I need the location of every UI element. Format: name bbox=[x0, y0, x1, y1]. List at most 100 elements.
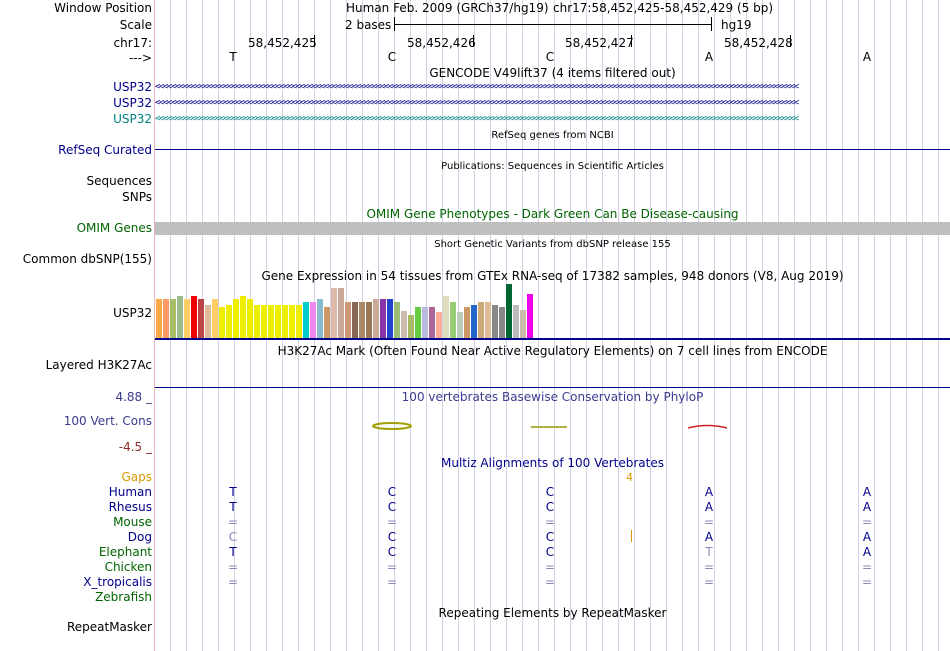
gaps-label[interactable]: Gaps bbox=[121, 470, 152, 484]
gtex-tissue-bar[interactable] bbox=[401, 311, 407, 338]
gtex-tissue-bar[interactable] bbox=[394, 302, 400, 338]
refseq-label[interactable]: RefSeq Curated bbox=[58, 143, 152, 157]
gap-count[interactable]: 4 bbox=[626, 471, 633, 484]
gtex-tissue-bar[interactable] bbox=[268, 305, 274, 338]
gtex-tissue-bar[interactable] bbox=[289, 305, 295, 338]
gencode-label-3[interactable]: USP32 bbox=[113, 112, 152, 126]
gtex-tissue-bar[interactable] bbox=[366, 302, 372, 338]
coord-tick-4 bbox=[790, 35, 791, 47]
alignment-base: C bbox=[228, 530, 238, 544]
gtex-tissue-bar[interactable] bbox=[415, 307, 421, 338]
gtex-tissue-bar[interactable] bbox=[282, 305, 288, 338]
gtex-tissue-bar[interactable] bbox=[387, 299, 393, 338]
gencode-gene-3[interactable]: <<<<<<<<<<<<<<<<<<<<<<<<<<<<<<<<<<<<<<<<… bbox=[155, 114, 799, 124]
assembly-short: hg19 bbox=[721, 18, 752, 32]
phylop-label[interactable]: 100 Vert. Cons bbox=[63, 414, 152, 428]
gtex-tissue-bar[interactable] bbox=[184, 299, 190, 338]
gtex-tissue-bar[interactable] bbox=[373, 299, 379, 338]
gtex-tissue-bar[interactable] bbox=[464, 307, 470, 338]
gtex-label[interactable]: USP32 bbox=[113, 306, 152, 320]
gencode-label-2[interactable]: USP32 bbox=[113, 96, 152, 110]
gtex-tissue-bar[interactable] bbox=[331, 288, 337, 338]
gtex-tissue-bar[interactable] bbox=[296, 305, 302, 338]
alignment-base: = bbox=[544, 515, 556, 529]
gtex-tissue-bar[interactable] bbox=[478, 302, 484, 338]
gtex-tissue-bar[interactable] bbox=[233, 299, 239, 338]
gtex-tissue-bar[interactable] bbox=[352, 302, 358, 338]
gtex-tissue-bar[interactable] bbox=[191, 296, 197, 338]
dbsnp-label[interactable]: Common dbSNP(155) bbox=[22, 252, 152, 266]
h3k27ac-label[interactable]: Layered H3K27Ac bbox=[45, 358, 152, 372]
gencode-label-1[interactable]: USP32 bbox=[113, 80, 152, 94]
gtex-tissue-bar[interactable] bbox=[324, 307, 330, 338]
gtex-tissue-bar[interactable] bbox=[436, 312, 442, 338]
gtex-tissue-bar[interactable] bbox=[198, 299, 204, 338]
gtex-tissue-bar[interactable] bbox=[520, 310, 526, 338]
gtex-tissue-bar[interactable] bbox=[310, 302, 316, 338]
species-label-rhesus[interactable]: Rhesus bbox=[108, 500, 152, 514]
track-labels: Window Position Scale chr17: ---> USP32 … bbox=[0, 0, 154, 651]
gtex-tissue-bar[interactable] bbox=[457, 312, 463, 338]
species-label-dog[interactable]: Dog bbox=[127, 530, 152, 544]
gtex-tissue-bar[interactable] bbox=[226, 305, 232, 338]
alignment-base: C bbox=[545, 500, 555, 514]
species-label-human[interactable]: Human bbox=[108, 485, 152, 499]
gtex-tissue-bar[interactable] bbox=[170, 299, 176, 338]
species-label-zebrafish[interactable]: Zebrafish bbox=[95, 590, 152, 604]
species-label-mouse[interactable]: Mouse bbox=[113, 515, 152, 529]
multiz-title: Multiz Alignments of 100 Vertebrates bbox=[440, 456, 665, 470]
label-divider bbox=[154, 0, 155, 651]
gtex-tissue-bar[interactable] bbox=[492, 305, 498, 338]
gtex-bar-chart[interactable] bbox=[155, 284, 950, 342]
gtex-tissue-bar[interactable] bbox=[471, 305, 477, 338]
gtex-tissue-bar[interactable] bbox=[485, 302, 491, 338]
gencode-gene-2[interactable]: <<<<<<<<<<<<<<<<<<<<<<<<<<<<<<<<<<<<<<<<… bbox=[155, 98, 799, 108]
gtex-tissue-bar[interactable] bbox=[443, 296, 449, 338]
alignment-base: T bbox=[229, 545, 237, 559]
omim-gene-bar[interactable] bbox=[155, 222, 950, 235]
gtex-tissue-bar[interactable] bbox=[317, 299, 323, 338]
gtex-tissue-bar[interactable] bbox=[205, 305, 211, 338]
scale-bar bbox=[394, 24, 711, 25]
gtex-tissue-bar[interactable] bbox=[163, 299, 169, 338]
gtex-tissue-bar[interactable] bbox=[450, 302, 456, 338]
gtex-tissue-bar[interactable] bbox=[303, 302, 309, 338]
gtex-tissue-bar[interactable] bbox=[422, 307, 428, 338]
species-label-elephant[interactable]: Elephant bbox=[98, 545, 152, 559]
strand-label[interactable]: ---> bbox=[128, 51, 152, 65]
gtex-tissue-bar[interactable] bbox=[156, 299, 162, 338]
gtex-tissue-bar[interactable] bbox=[240, 296, 246, 338]
snps-label[interactable]: SNPs bbox=[122, 190, 152, 204]
gtex-tissue-bar[interactable] bbox=[261, 305, 267, 338]
gencode-gene-1[interactable]: <<<<<<<<<<<<<<<<<<<<<<<<<<<<<<<<<<<<<<<<… bbox=[155, 82, 799, 92]
alignment-base: = bbox=[227, 515, 239, 529]
gtex-tissue-bar[interactable] bbox=[345, 302, 351, 338]
gtex-tissue-bar[interactable] bbox=[506, 284, 512, 338]
species-label-chicken[interactable]: Chicken bbox=[104, 560, 152, 574]
gtex-tissue-bar[interactable] bbox=[212, 299, 218, 338]
omim-title: OMIM Gene Phenotypes - Dark Green Can Be… bbox=[366, 207, 739, 221]
gtex-tissue-bar[interactable] bbox=[429, 307, 435, 338]
gtex-tissue-bar[interactable] bbox=[338, 288, 344, 338]
gtex-tissue-bar[interactable] bbox=[380, 299, 386, 338]
omim-label[interactable]: OMIM Genes bbox=[76, 221, 152, 235]
repeatmasker-label[interactable]: RepeatMasker bbox=[66, 620, 152, 634]
alignment-base: A bbox=[862, 530, 872, 544]
gtex-tissue-bar[interactable] bbox=[408, 315, 414, 338]
gtex-tissue-bar[interactable] bbox=[499, 307, 505, 338]
alignment-base: T bbox=[705, 545, 713, 559]
gtex-tissue-bar[interactable] bbox=[219, 307, 225, 338]
gtex-tissue-bar[interactable] bbox=[275, 305, 281, 338]
alignment-base: C bbox=[545, 485, 555, 499]
gtex-tissue-bar[interactable] bbox=[359, 302, 365, 338]
gtex-tissue-bar[interactable] bbox=[513, 305, 519, 338]
phylop-signal[interactable] bbox=[155, 418, 950, 434]
gtex-tissue-bar[interactable] bbox=[177, 296, 183, 338]
species-label-xtropicalis[interactable]: X_tropicalis bbox=[83, 575, 152, 589]
refseq-gene-line[interactable] bbox=[155, 149, 950, 150]
gtex-tissue-bar[interactable] bbox=[254, 305, 260, 338]
h3k27ac-baseline bbox=[155, 387, 950, 388]
sequences-label[interactable]: Sequences bbox=[86, 174, 152, 188]
gtex-tissue-bar[interactable] bbox=[527, 294, 533, 338]
gtex-tissue-bar[interactable] bbox=[247, 299, 253, 338]
